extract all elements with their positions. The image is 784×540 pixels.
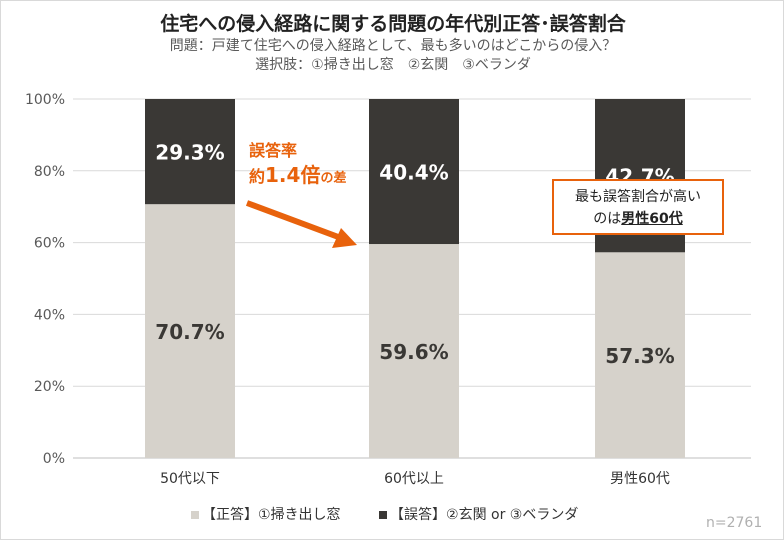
x-tick-label: 男性60代 — [610, 471, 670, 487]
data-label: 57.3% — [605, 344, 674, 368]
y-tick-label: 0% — [43, 451, 65, 467]
y-tick-label: 60% — [34, 236, 65, 252]
annotation-prefix: 約 — [249, 167, 266, 186]
chart-title: 住宅への侵入経路に関する問題の年代別正答･誤答割合 — [160, 13, 626, 35]
chart-subtitle-question: 問題：戸建て住宅への侵入経路として、最も多いのはどこからの侵入？ — [169, 38, 617, 54]
data-label: 70.7% — [155, 320, 224, 344]
y-tick-label: 20% — [34, 379, 65, 395]
legend-swatch-correct — [191, 511, 199, 519]
arrow-shaft — [245, 200, 343, 241]
annotation-suffix: の差 — [320, 171, 347, 186]
bar-segment — [369, 244, 459, 458]
x-tick-label: 50代以下 — [160, 471, 220, 487]
legend-item-correct: 【正答】①掃き出し窓 — [191, 507, 341, 523]
legend-swatch-wrong — [379, 511, 388, 519]
chart-subtitle-options: 選択肢：①掃き出し窓 ②玄関 ③ベランダ — [255, 57, 531, 73]
legend-label-correct: 【正答】①掃き出し窓 — [202, 507, 341, 523]
callout-highlight: 男性60代 — [621, 211, 683, 227]
bar-segment — [145, 99, 235, 205]
data-label: 59.6% — [379, 340, 448, 364]
y-tick-label: 40% — [34, 307, 65, 323]
bar-segment — [369, 99, 459, 245]
error-ratio-annotation: 誤答率 約1.4倍の差 — [249, 139, 346, 191]
legend-label-wrong: 【誤答】②玄関 or ③ベランダ — [390, 507, 579, 523]
bar-segment — [595, 252, 685, 458]
x-tick-label: 60代以上 — [384, 471, 444, 487]
arrow-head-icon — [332, 228, 357, 248]
y-tick-label: 80% — [34, 164, 65, 180]
y-tick-label: 100% — [25, 92, 65, 108]
annotation-ratio: 1.4倍 — [265, 163, 321, 187]
legend: 【正答】①掃き出し窓 【誤答】②玄関 or ③ベランダ — [191, 504, 578, 524]
callout-prefix: のは — [593, 211, 622, 227]
callout-line1: 最も誤答割合が高い — [575, 189, 701, 205]
bar-segment — [145, 204, 235, 458]
highest-error-callout: 最も誤答割合が高い のは男性60代 — [552, 179, 724, 235]
annotation-line1: 誤答率 — [249, 141, 298, 160]
data-label: 40.4% — [379, 161, 448, 185]
legend-item-wrong: 【誤答】②玄関 or ③ベランダ — [379, 507, 578, 523]
sample-size: n=2761 — [706, 515, 763, 531]
data-label: 29.3% — [155, 141, 224, 165]
